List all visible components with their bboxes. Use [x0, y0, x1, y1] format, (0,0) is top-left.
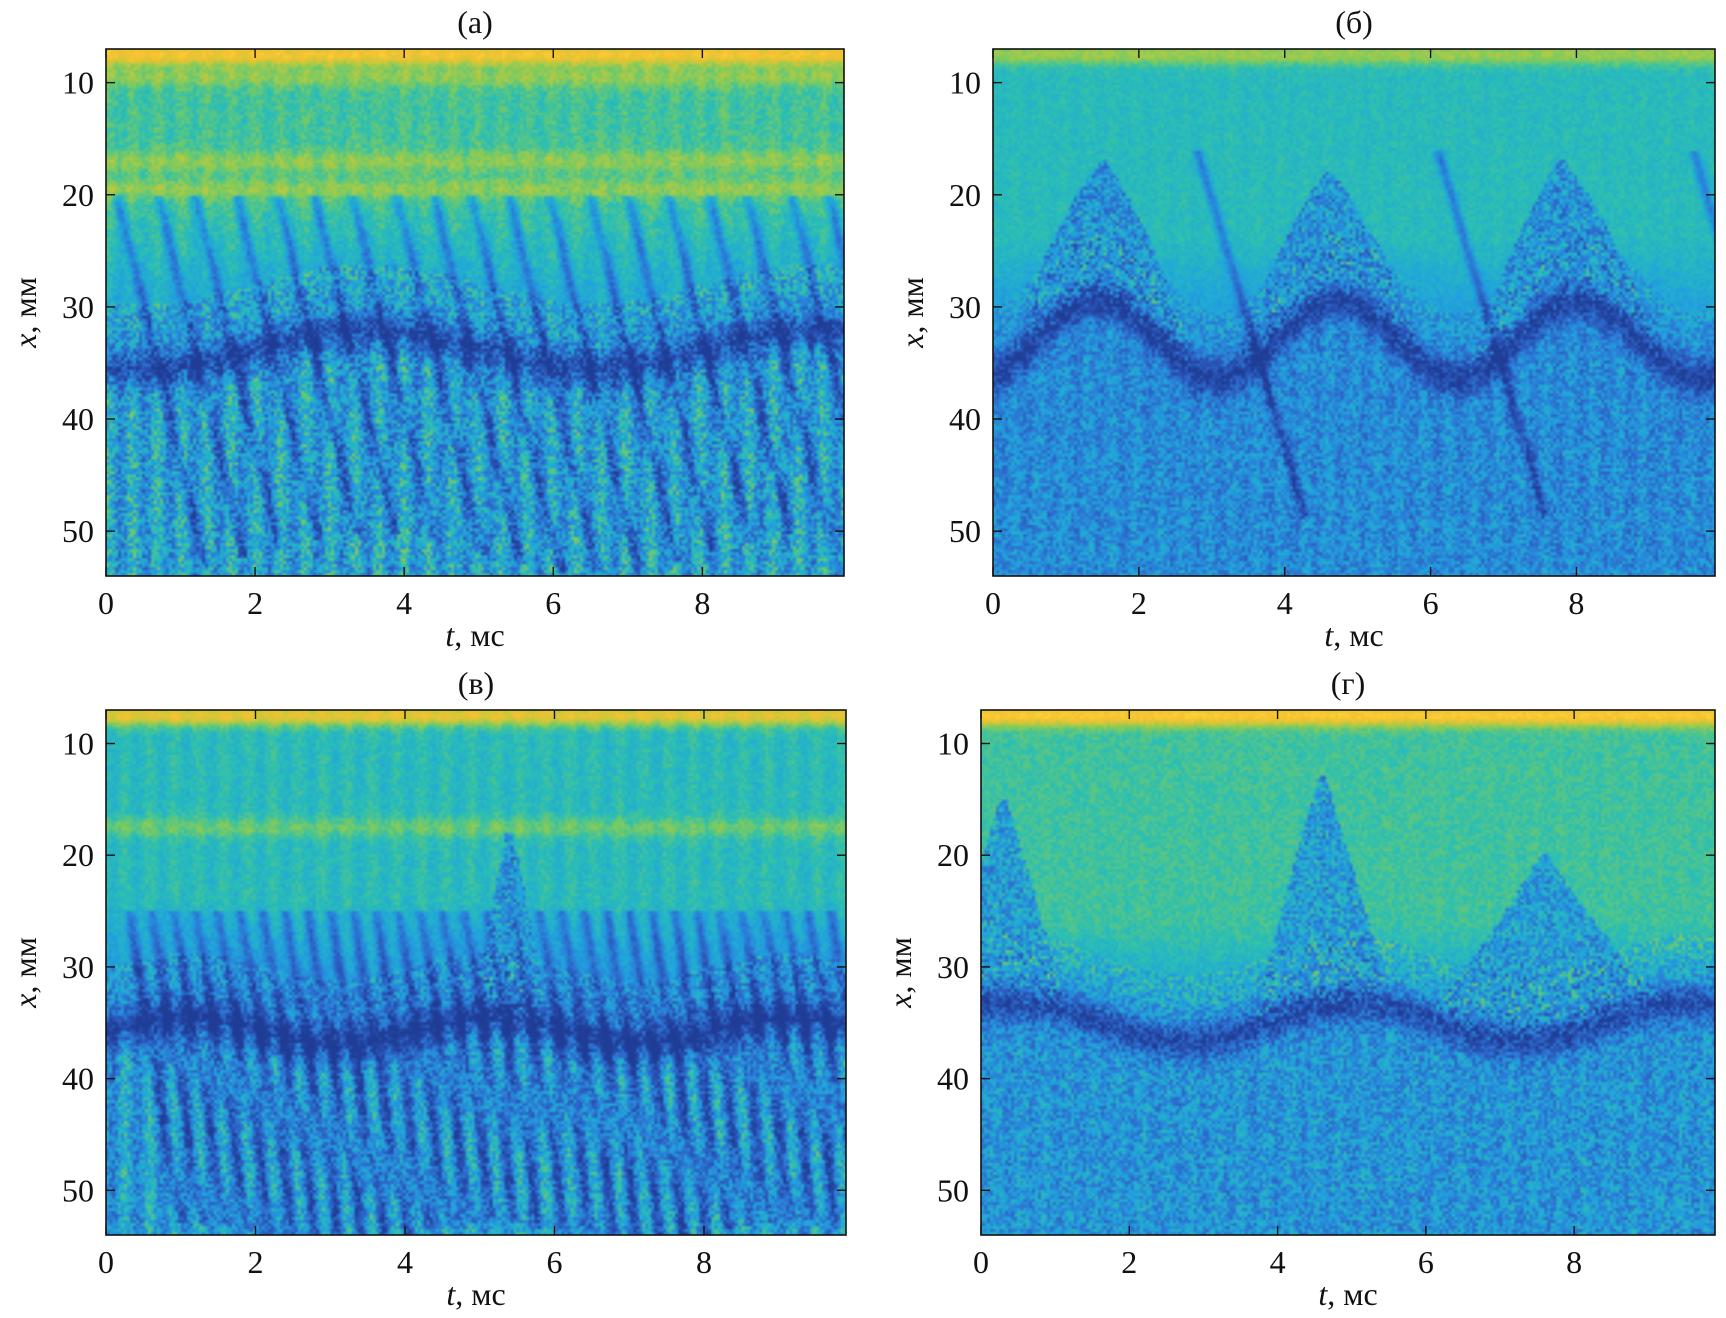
- x-tick-label: 4: [1277, 585, 1293, 621]
- y-tick-label: 50: [62, 1172, 94, 1208]
- y-axis-unit: , мм: [7, 277, 43, 334]
- heatmap-image: [981, 710, 1715, 1235]
- y-tick-label: 20: [62, 177, 94, 213]
- x-axis-label: t, мс: [1318, 1276, 1377, 1312]
- x-tick-label: 8: [696, 1244, 712, 1280]
- x-axis-var: t: [1324, 617, 1334, 653]
- x-tick-label: 0: [98, 1244, 114, 1280]
- y-tick-label: 20: [937, 837, 969, 873]
- heatmap-image: [106, 49, 844, 576]
- x-axis-label: t, мс: [446, 1276, 505, 1312]
- heatmap-image: [993, 49, 1715, 576]
- y-axis-var: x: [7, 334, 43, 349]
- x-axis-unit: , мс: [1327, 1276, 1377, 1312]
- panel-b: 0 2 4 6 8 10 20 30 40 50 (б) t, мс x, мм: [894, 4, 1716, 653]
- y-axis-unit: , мм: [882, 937, 918, 994]
- x-tick-label: 4: [397, 1244, 413, 1280]
- plot-frame: [980, 709, 1716, 1236]
- x-tick-label: 6: [1418, 1244, 1434, 1280]
- x-axis-label: t, мс: [445, 617, 504, 653]
- x-axis-unit: , мс: [454, 617, 504, 653]
- x-axis-unit: , мс: [1333, 617, 1383, 653]
- y-axis-label: x, мм: [894, 277, 930, 349]
- y-axis-var: x: [894, 334, 930, 349]
- y-tick-label: 50: [937, 1172, 969, 1208]
- y-tick-label: 40: [62, 401, 94, 437]
- x-tick-label: 6: [1423, 585, 1439, 621]
- y-tick-label: 10: [62, 65, 94, 101]
- panel-label: (б): [1335, 4, 1373, 40]
- y-axis-unit: , мм: [894, 277, 930, 334]
- x-axis-var: t: [446, 1276, 456, 1312]
- y-tick-label: 30: [62, 949, 94, 985]
- panel-v: 0 2 4 6 8 10 20 30 40 50 (в) t, мс x, мм: [7, 665, 847, 1312]
- panel-label: (в): [458, 665, 494, 701]
- panel-label: (а): [457, 4, 493, 40]
- y-tick-label: 40: [937, 1061, 969, 1097]
- y-tick-label: 20: [949, 177, 981, 213]
- y-tick-label: 50: [62, 513, 94, 549]
- panel-label: (г): [1331, 665, 1365, 701]
- y-axis-var: x: [7, 994, 43, 1009]
- y-axis-var: x: [882, 994, 918, 1009]
- x-tick-label: 6: [545, 585, 561, 621]
- x-axis-unit: , мс: [455, 1276, 505, 1312]
- x-tick-label: 2: [247, 1244, 263, 1280]
- x-tick-label: 0: [973, 1244, 989, 1280]
- heatmap-image: [106, 710, 846, 1235]
- x-tick-label: 0: [98, 585, 114, 621]
- y-axis-unit: , мм: [7, 937, 43, 994]
- y-axis-label: x, мм: [7, 277, 43, 349]
- y-tick-label: 30: [937, 949, 969, 985]
- panel-a: 0 2 4 6 8 10 20 30 40 50 (а) t, мс x, мм: [7, 4, 845, 653]
- x-axis-var: t: [1318, 1276, 1328, 1312]
- x-tick-label: 4: [1270, 1244, 1286, 1280]
- x-tick-label: 2: [1121, 1244, 1137, 1280]
- y-tick-label: 10: [937, 726, 969, 762]
- plot-frame: [992, 48, 1716, 577]
- x-tick-label: 6: [546, 1244, 562, 1280]
- y-tick-label: 30: [949, 289, 981, 325]
- x-axis-label: t, мс: [1324, 617, 1383, 653]
- y-tick-label: 10: [62, 726, 94, 762]
- plot-frame: [105, 48, 845, 577]
- x-tick-label: 4: [396, 585, 412, 621]
- x-tick-label: 0: [985, 585, 1001, 621]
- x-tick-label: 8: [694, 585, 710, 621]
- x-axis-var: t: [445, 617, 455, 653]
- plot-frame: [105, 709, 847, 1236]
- panel-g: 0 2 4 6 8 10 20 30 40 50 (г) t, мс x, мм: [882, 665, 1716, 1312]
- x-tick-label: 2: [1131, 585, 1147, 621]
- y-axis-label: x, мм: [7, 937, 43, 1009]
- y-tick-label: 10: [949, 65, 981, 101]
- y-tick-label: 50: [949, 513, 981, 549]
- y-tick-label: 30: [62, 289, 94, 325]
- y-tick-label: 20: [62, 837, 94, 873]
- y-tick-label: 40: [949, 401, 981, 437]
- x-tick-label: 8: [1568, 585, 1584, 621]
- y-axis-label: x, мм: [882, 937, 918, 1009]
- y-tick-label: 40: [62, 1061, 94, 1097]
- x-tick-label: 8: [1566, 1244, 1582, 1280]
- x-tick-label: 2: [247, 585, 263, 621]
